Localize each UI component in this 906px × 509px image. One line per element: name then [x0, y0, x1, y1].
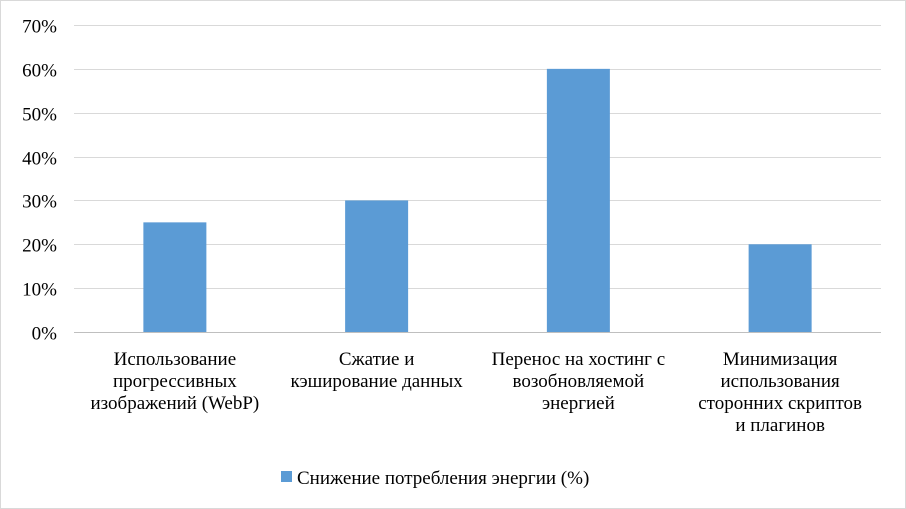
x-category-label-line: Использование — [114, 349, 237, 370]
x-category-label-line: прогрессивных — [113, 371, 237, 392]
legend-swatch — [281, 471, 292, 482]
y-tick-label: 10% — [22, 280, 57, 301]
x-category-label-line: Минимизация — [723, 349, 838, 370]
x-category-label-line: Сжатие и — [339, 349, 415, 370]
y-axis-tick-labels: 0% 10% 20% 30% 40% 50% 60% 70% — [22, 17, 57, 345]
x-category-label: Использование прогрессивных изображений (W… — [90, 349, 259, 414]
x-category-label-line: изображений (WebP) — [90, 393, 259, 414]
y-tick-label: 60% — [22, 61, 57, 82]
x-category-label-line: сторонних скриптов — [698, 393, 862, 414]
y-tick-label: 50% — [22, 105, 57, 126]
y-tick-label: 0% — [32, 324, 58, 345]
bar — [143, 222, 207, 332]
y-tick-label: 40% — [22, 149, 57, 170]
y-tick-label: 30% — [22, 192, 57, 213]
bar — [345, 200, 409, 332]
x-category-label-line: кэширование данных — [290, 371, 463, 392]
x-category-label: Сжатие и кэширование данных — [290, 349, 463, 392]
x-category-label: Минимизация использования сторонних скрипт… — [698, 349, 862, 436]
x-category-label-line: Перенос на хостинг с — [492, 349, 666, 370]
x-category-label-line: использования — [720, 371, 840, 392]
x-category-label: Перенос на хостинг с возобновляемой энерги… — [492, 349, 666, 414]
gridlines — [74, 25, 881, 289]
y-tick-label: 70% — [22, 17, 57, 38]
bar — [748, 244, 812, 332]
x-category-label-line: и плагинов — [735, 415, 825, 436]
bars — [143, 68, 812, 332]
x-category-label-line: возобновляемой — [513, 371, 645, 392]
x-axis-category-labels: Использование прогрессивных изображений (W… — [90, 349, 862, 436]
legend-label: Снижение потребления энергии (%) — [297, 468, 589, 489]
x-category-label-line: энергией — [542, 393, 615, 414]
bar — [546, 68, 610, 332]
y-tick-label: 20% — [22, 236, 57, 257]
legend: Снижение потребления энергии (%) — [281, 468, 589, 489]
